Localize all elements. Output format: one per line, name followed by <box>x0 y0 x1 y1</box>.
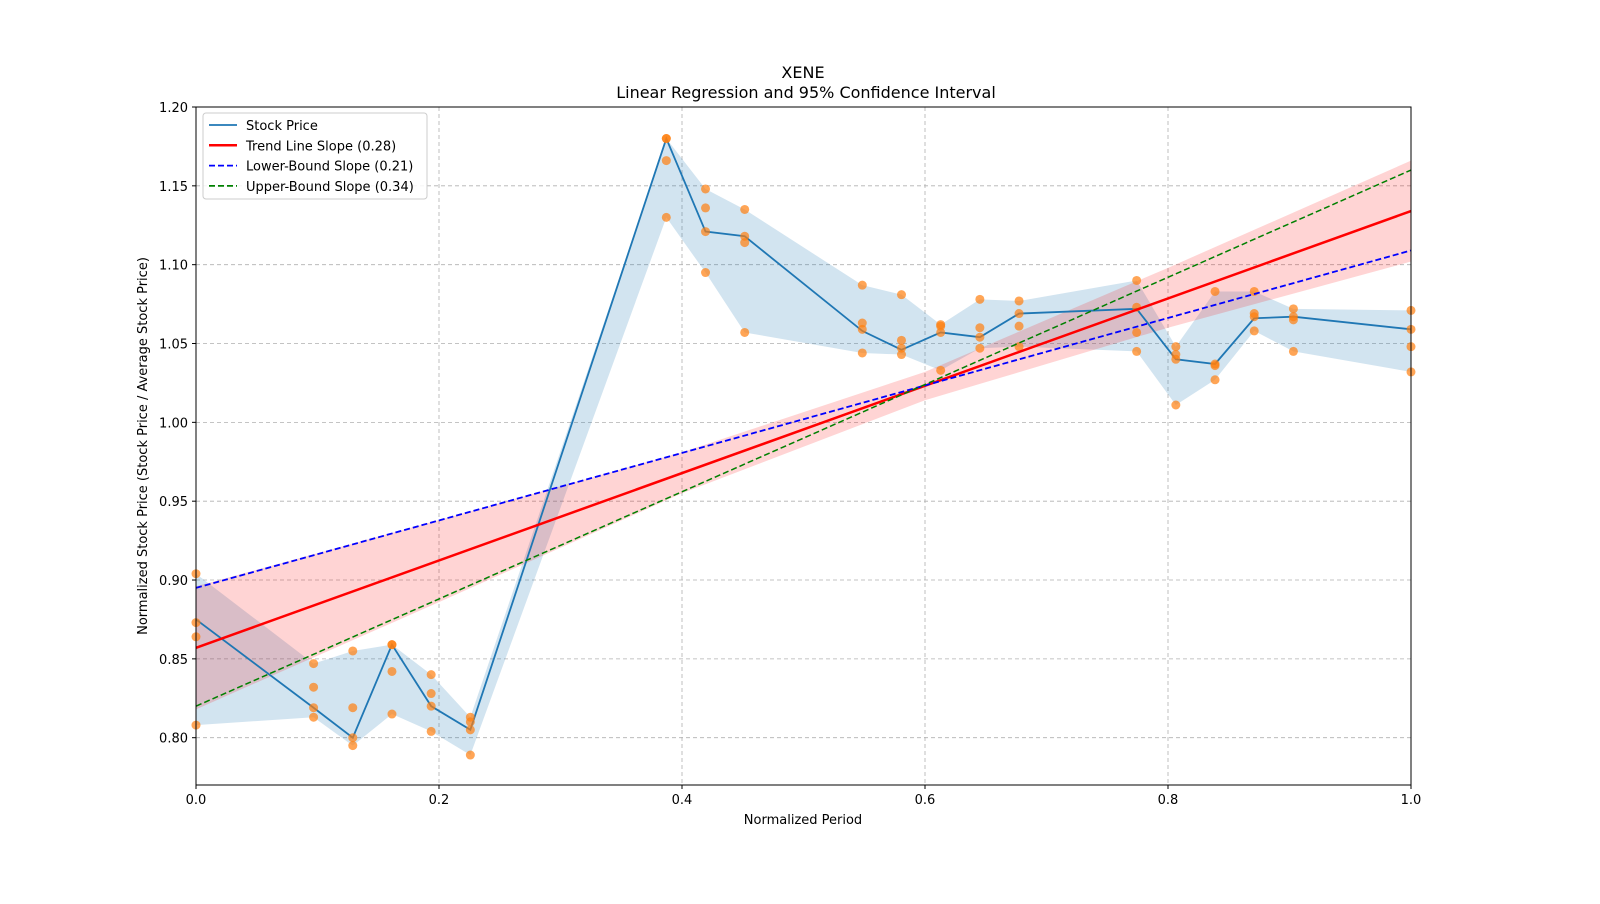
scatter-point <box>1132 327 1142 337</box>
plot-area <box>191 134 1416 760</box>
price-range-band <box>196 138 1411 756</box>
scatter-point <box>309 682 319 692</box>
x-axis-label: Normalized Period <box>744 813 862 828</box>
scatter-point <box>309 712 319 722</box>
scatter-point <box>936 321 946 331</box>
scatter-point <box>896 290 906 300</box>
scatter-point <box>740 231 750 241</box>
scatter-point <box>426 726 436 736</box>
scatter-point <box>1014 321 1024 331</box>
scatter-point <box>740 238 750 248</box>
scatter-point <box>896 350 906 360</box>
scatter-point <box>975 343 985 353</box>
scatter-point <box>661 134 671 144</box>
scatter-point <box>975 332 985 342</box>
scatter-point <box>426 670 436 680</box>
scatter-point <box>426 689 436 699</box>
lower-bound-line <box>195 249 1412 589</box>
y-tick-label: 1.15 <box>159 180 188 195</box>
y-tick-label: 0.85 <box>159 653 188 668</box>
scatter-point <box>309 659 319 669</box>
scatter-point <box>1210 375 1220 385</box>
scatter-point <box>1210 361 1220 371</box>
scatter-point <box>857 324 867 334</box>
scatter-point <box>1288 346 1298 356</box>
legend-label: Stock Price <box>246 119 318 134</box>
legend: Stock Price Trend Line Slope (0.28) Lower-… <box>202 112 428 200</box>
scatter-point <box>896 343 906 353</box>
x-tick-label: 1.0 <box>1401 793 1422 808</box>
stock-price-line <box>195 135 1412 740</box>
scatter-point <box>348 646 358 656</box>
legend-box <box>202 112 428 200</box>
confidence-band <box>196 160 1411 710</box>
y-tick-label: 1.05 <box>159 338 188 353</box>
axis-ticks: 0.0 0.2 0.4 0.6 0.8 1.0 0.80 0.85 0.90 0.95 1.00 1.… <box>159 101 1421 808</box>
scatter-point <box>1249 312 1259 322</box>
scatter-point <box>975 323 985 333</box>
scatter-point <box>465 725 475 735</box>
scatter-point <box>348 741 358 751</box>
x-tick-label: 0.4 <box>672 793 693 808</box>
y-tick-label: 0.80 <box>159 732 188 747</box>
scatter-point <box>309 703 319 713</box>
y-tick-label: 0.90 <box>159 574 188 589</box>
scatter-point <box>1171 354 1181 364</box>
scatter-point <box>1249 326 1259 336</box>
trend-line <box>195 209 1412 649</box>
scatter-point <box>387 640 397 650</box>
scatter-point <box>701 203 711 213</box>
legend-label: Trend Line Slope (0.28) <box>245 139 396 154</box>
scatter-point <box>936 365 946 375</box>
scatter-point <box>661 212 671 222</box>
scatter-point <box>896 335 906 345</box>
scatter-point <box>1132 275 1142 285</box>
plot-frame <box>195 106 1412 786</box>
scatter-point <box>857 280 867 290</box>
scatter-point <box>1014 309 1024 319</box>
scatter-point <box>387 709 397 719</box>
y-tick-label: 1.00 <box>159 416 188 431</box>
legend-label: Lower-Bound Slope (0.21) <box>246 160 413 175</box>
y-axis-label: Normalized Stock Price (Stock Price / Av… <box>136 257 151 635</box>
scatter-point <box>1171 400 1181 410</box>
y-tick-label: 1.10 <box>159 259 188 274</box>
scatter-point <box>387 666 397 676</box>
scatter-point <box>1132 346 1142 356</box>
scatter-point <box>661 156 671 166</box>
y-tick-label: 1.20 <box>159 101 188 116</box>
x-tick-label: 0.2 <box>429 793 450 808</box>
scatter-point <box>1014 296 1024 306</box>
scatter-point <box>936 327 946 337</box>
scatter-point <box>465 717 475 727</box>
scatter-point <box>701 227 711 237</box>
scatter-point <box>740 327 750 337</box>
chart-subtitle: Linear Regression and 95% Confidence Int… <box>616 83 996 102</box>
scatter-point <box>701 268 711 278</box>
scatter-point <box>857 348 867 358</box>
scatter-point <box>465 750 475 760</box>
scatter-point <box>857 318 867 328</box>
scatter-point <box>348 733 358 743</box>
scatter-point <box>1171 342 1181 352</box>
x-tick-label: 0.0 <box>186 793 207 808</box>
scatter-point <box>701 184 711 194</box>
scatter-point <box>1210 286 1220 296</box>
legend-label: Upper-Bound Slope (0.34) <box>246 180 414 195</box>
scatter-point <box>426 701 436 711</box>
scatter-point <box>348 703 358 713</box>
chart-title: XENE <box>781 63 824 82</box>
scatter-point <box>975 294 985 304</box>
x-tick-label: 0.8 <box>1158 793 1179 808</box>
scatter-point <box>1288 304 1298 314</box>
y-tick-label: 0.95 <box>159 495 188 510</box>
scatter-point <box>740 204 750 214</box>
scatter-point <box>1288 315 1298 325</box>
x-tick-label: 0.6 <box>915 793 936 808</box>
upper-bound-line <box>195 169 1412 707</box>
